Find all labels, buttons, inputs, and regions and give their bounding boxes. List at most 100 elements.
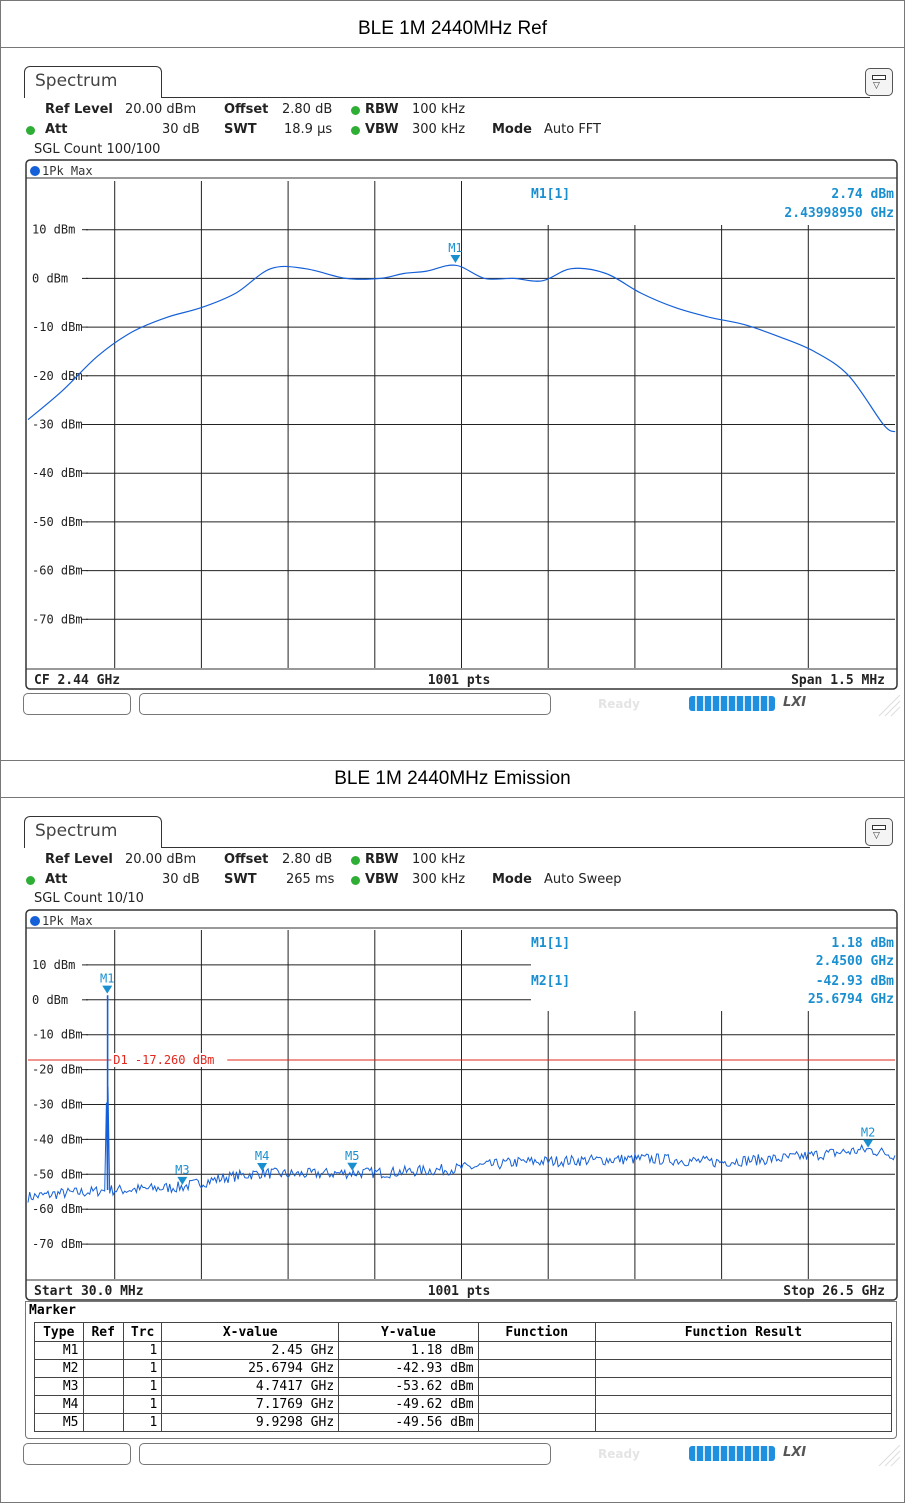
table-cell: M4 [34,1395,84,1414]
vbw-value: 300 kHz [412,872,466,887]
marker-readout-freq: 25.6794 GHz [808,992,894,1007]
ref-level-value: 20.00 dBm [125,852,197,867]
footer-center: 1001 pts [428,1284,491,1299]
table-cell: 1 [122,1413,163,1432]
swt-label: SWT [224,122,257,137]
status-dot [26,126,35,135]
y-tick-labels: 10 dBm 0 dBm -10 dBm -20 dBm -30 dBm -40 dBm -… [32,958,83,1251]
marker-label-m1: M1 [100,972,114,986]
offset-label: Offset [224,102,269,117]
readout-box [531,179,895,225]
table-row[interactable]: M4 1 7.1769 GHz -49.62 dBm [34,1395,893,1414]
progress-bar [689,1446,775,1461]
footer-left: Start 30.0 MHz [34,1284,144,1299]
marker-readout-level: 1.18 dBm [831,936,894,951]
y-tick-label: -70 dBm [32,1237,83,1251]
vbw-value: 300 kHz [412,122,466,137]
rbw-value: 100 kHz [412,102,466,117]
status-field[interactable] [23,1443,131,1465]
y-tick-label: -30 dBm [32,418,83,432]
table-cell: 1 [122,1395,163,1414]
table-cell: M3 [34,1377,84,1396]
y-tick-label: -40 dBm [32,466,83,480]
status-field[interactable] [23,693,131,715]
marker-triangle-m2 [863,1139,874,1148]
vbw-label: VBW [365,122,399,137]
table-cell [477,1377,596,1396]
marker-triangle-m3 [177,1176,188,1185]
y-tick-labels: 10 dBm 0 dBm -10 dBm -20 dBm -30 dBm -40 dBm -… [32,223,83,627]
menu-icon [872,825,886,830]
table-header-row: Type Ref Trc X-value Y-value Function Function… [34,1322,893,1342]
status-field[interactable] [139,1443,551,1465]
y-tick-label: -50 dBm [32,515,83,529]
column-header: Function Result [594,1322,893,1342]
swt-value: 265 ms [286,872,335,887]
table-cell: 4.7417 GHz [161,1377,340,1396]
att-value: 30 dB [162,872,200,887]
table-cell: 1 [122,1377,163,1396]
status-field[interactable] [139,693,551,715]
mode-label: Mode [492,872,532,887]
menu-button[interactable]: ▽ [865,68,893,96]
table-cell [82,1359,124,1378]
y-tick-label: -40 dBm [32,1132,83,1146]
tab-spectrum[interactable]: Spectrum [24,816,162,848]
grid [82,181,895,668]
table-cell: 1 [122,1341,163,1360]
att-value: 30 dB [162,122,200,137]
marker-readout-name: M1[1] [531,187,570,202]
status-dot [26,876,35,885]
y-tick-label: -50 dBm [32,1167,83,1181]
marker-table: Type Ref Trc X-value Y-value Function Function… [34,1322,893,1432]
marker-readout-name: M1[1] [531,936,570,951]
marker-readout-level: -42.93 dBm [816,974,894,989]
markers: M1 [448,241,463,264]
table-row[interactable]: M1 1 2.45 GHz 1.18 dBm [34,1341,893,1360]
status-dot [351,856,360,865]
table-row[interactable]: M2 1 25.6794 GHz -42.93 dBm [34,1359,893,1378]
y-tick-label: -60 dBm [32,564,83,578]
section-title: BLE 1M 2440MHz Emission [334,768,571,789]
divider [0,797,905,798]
mode-value: Auto Sweep [544,872,622,887]
table-row[interactable]: M5 1 9.9298 GHz -49.56 dBm [34,1413,893,1432]
readout-box [531,929,895,1011]
marker-readout-freq: 2.4500 GHz [816,954,894,969]
divider [0,47,905,48]
y-tick-label: -60 dBm [32,1202,83,1216]
swt-value: 18.9 µs [284,122,333,137]
column-header: X-value [161,1322,340,1342]
footer-center: 1001 pts [428,673,491,688]
y-tick-label: -70 dBm [32,612,83,626]
marker-triangle-m1 [102,985,113,994]
table-cell: -49.62 dBm [338,1395,479,1414]
table-cell [594,1377,893,1396]
table-cell: M5 [34,1413,84,1432]
y-tick-label: 0 dBm [32,993,68,1007]
rbw-value: 100 kHz [412,852,466,867]
footer-right: Stop 26.5 GHz [783,1284,885,1299]
table-row[interactable]: M3 1 4.7417 GHz -53.62 dBm [34,1377,893,1396]
mode-label: Mode [492,122,532,137]
sgl-count: SGL Count 100/100 [34,142,161,157]
status-dot [351,106,360,115]
menu-button[interactable]: ▽ [865,818,893,846]
column-header: Type [34,1322,84,1342]
resize-grip-icon [878,1445,901,1467]
resize-grip-icon [878,695,901,717]
y-tick-label: 10 dBm [32,958,75,972]
table-cell [594,1359,893,1378]
progress-bar [689,696,775,711]
table-cell: M1 [34,1341,84,1360]
marker-triangle-m4 [257,1162,268,1171]
table-cell [594,1413,893,1432]
ref-level-value: 20.00 dBm [125,102,197,117]
marker-readout-freq: 2.43998950 GHz [784,206,894,221]
tab-spectrum[interactable]: Spectrum [24,66,162,98]
dropdown-icon: ▽ [873,831,880,841]
divider [0,760,905,761]
table-cell [82,1395,124,1414]
table-cell: 1.18 dBm [338,1341,479,1360]
spectrum-chart: 1Pk Max 10 dBm 0 dBm -10 dBm -20 dBm -30 dBm… [25,159,898,690]
